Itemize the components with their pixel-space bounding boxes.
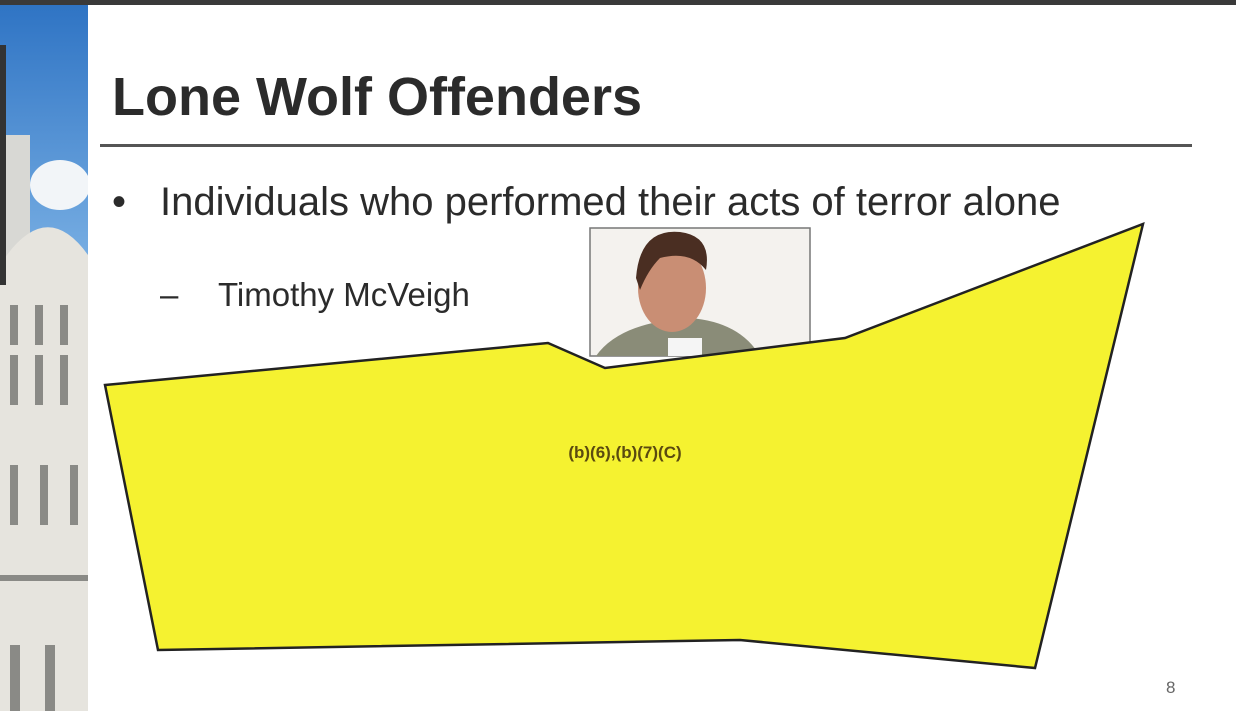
overlay: (b)(6),(b)(7)(C) [0,0,1236,711]
page-number: 8 [1166,678,1175,698]
photo [590,228,810,356]
redaction-label: (b)(6),(b)(7)(C) [568,443,681,462]
slide: Lone Wolf Offenders Individuals who perf… [0,0,1236,711]
